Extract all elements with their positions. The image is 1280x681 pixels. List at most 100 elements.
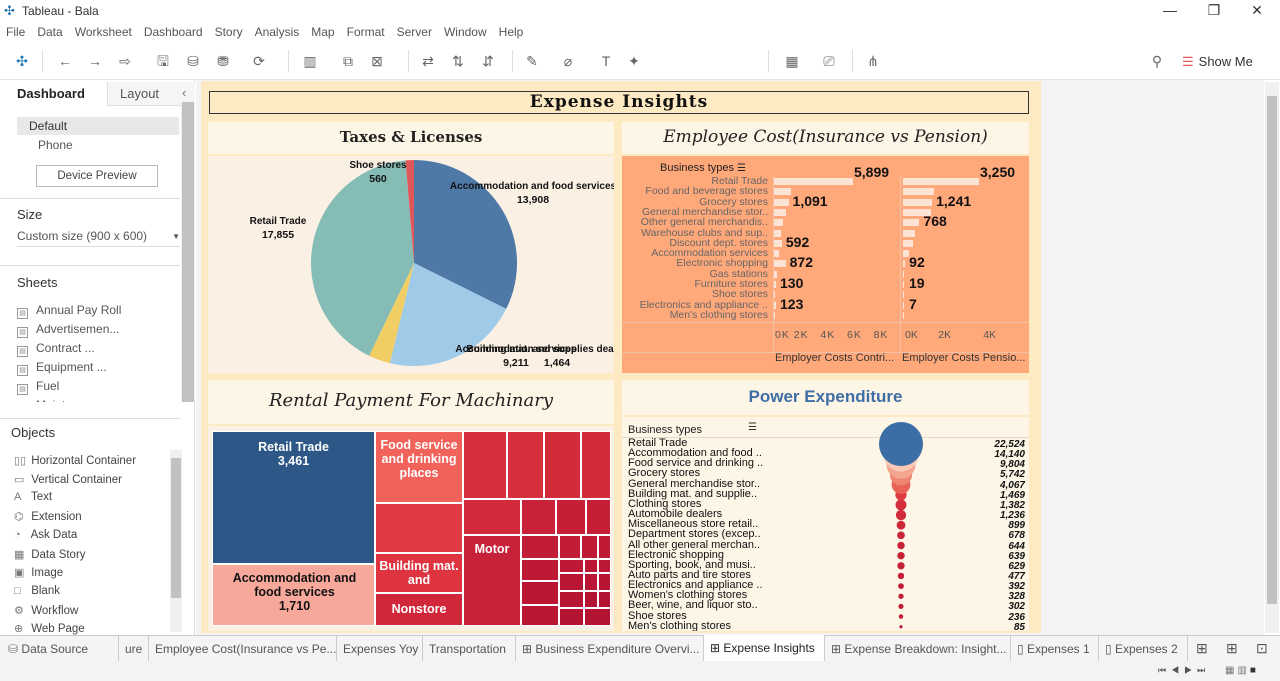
employee-bar[interactable] <box>774 188 792 196</box>
employee-bar[interactable] <box>903 270 905 278</box>
sheet-item[interactable]: ▤Maintenance <box>17 398 105 402</box>
power-dot[interactable] <box>896 520 906 530</box>
treemap-cell[interactable] <box>521 581 559 605</box>
menu-window[interactable]: Window <box>443 25 487 39</box>
tab-dashboard-active[interactable]: ⊞ Expense Insights <box>704 635 825 662</box>
treemap-cell[interactable] <box>375 503 463 553</box>
minimize-button[interactable]: — <box>1163 2 1177 18</box>
sheet-item[interactable]: ▤ Equipment ... <box>17 360 107 376</box>
treemap-cell[interactable] <box>559 591 584 608</box>
power-dot[interactable] <box>898 593 904 599</box>
cards-icon[interactable]: ▦ <box>785 53 799 69</box>
power-dot[interactable] <box>897 531 905 540</box>
menu-file[interactable]: File <box>6 25 26 39</box>
treemap-cell[interactable] <box>584 559 598 573</box>
object-vertical-container[interactable]: ▭ Vertical Container <box>14 474 122 486</box>
sheet-item[interactable]: ▤ Advertisemen... <box>17 322 119 338</box>
employee-bar[interactable] <box>903 260 906 268</box>
treemap-cell[interactable] <box>521 559 559 581</box>
taxes-pie-chart[interactable]: Accommodation and food services 13,908 Acc… <box>208 156 632 373</box>
object-blank[interactable]: □ Blank <box>14 585 60 597</box>
employee-bar[interactable] <box>774 219 784 227</box>
object-text[interactable]: A Text <box>14 491 53 503</box>
menu-worksheet[interactable]: Worksheet <box>74 25 132 39</box>
close-button[interactable]: ✕ <box>1251 2 1263 18</box>
sort-icon[interactable]: ☰ <box>748 422 757 433</box>
employee-chart[interactable]: Business types ☰ Retail Trade Food and be… <box>622 156 1029 373</box>
employee-bar[interactable] <box>774 311 775 319</box>
menu-dashboard[interactable]: Dashboard <box>143 25 203 39</box>
device-phone[interactable]: Phone <box>38 138 73 152</box>
employee-bar[interactable] <box>903 178 980 185</box>
rental-treemap[interactable]: Retail Trade 3,461 Accommodation and food… <box>208 426 614 631</box>
employee-bar[interactable] <box>774 229 781 237</box>
tab-story[interactable]: ▯ Expenses 1 <box>1011 636 1099 662</box>
employee-bar[interactable] <box>774 281 776 288</box>
collapse-icon[interactable]: ‹ <box>182 85 187 100</box>
sheet-item[interactable]: ▤ Annual Pay Roll <box>17 303 121 319</box>
object-extension[interactable]: ⌬ Extension <box>14 511 82 523</box>
pin-icon[interactable]: ✦ <box>628 53 640 69</box>
sidebar-scrollbar[interactable] <box>181 102 195 402</box>
treemap-cell-retail-trade[interactable]: Retail Trade 3,461 <box>212 431 375 564</box>
treemap-cell[interactable] <box>584 591 598 608</box>
treemap-cell[interactable] <box>507 431 544 499</box>
clear-icon[interactable]: ⊠ <box>371 53 383 69</box>
sort-ascending-icon[interactable]: ⇅ <box>452 53 464 69</box>
treemap-cell[interactable] <box>598 535 611 559</box>
employee-bar[interactable] <box>903 239 913 247</box>
new-dashboard-icon[interactable]: ⊞ <box>1226 640 1238 656</box>
employee-bar[interactable] <box>774 291 776 299</box>
tableau-home-icon[interactable]: ✣ <box>16 53 28 69</box>
redo-icon[interactable]: → <box>88 53 102 69</box>
employee-bar[interactable] <box>774 250 780 258</box>
menu-story[interactable]: Story <box>214 25 243 39</box>
power-dot[interactable] <box>897 562 905 570</box>
object-image[interactable]: ▣ Image <box>14 567 64 579</box>
tab-sheet[interactable]: ure <box>119 636 149 662</box>
power-dot[interactable] <box>897 572 905 580</box>
power-dot[interactable] <box>897 541 905 550</box>
device-preview-button[interactable]: Device Preview <box>36 165 158 187</box>
treemap-cell[interactable] <box>463 499 521 535</box>
group-icon[interactable]: ⌀ <box>563 53 573 69</box>
new-worksheet-icon[interactable]: ▥ <box>303 53 317 69</box>
view-toggle[interactable]: ▦▥■ <box>1225 665 1259 676</box>
employee-bar[interactable] <box>774 198 789 206</box>
tab-sheet[interactable]: Employee Cost(Insurance vs Pe... <box>149 636 337 662</box>
size-dropdown[interactable]: Custom size (900 x 600) ▼ <box>17 229 180 247</box>
treemap-cell[interactable] <box>584 608 611 626</box>
tab-dashboard[interactable]: ⊞ Business Expenditure Overvi... <box>516 636 704 662</box>
treemap-cell[interactable] <box>521 605 559 626</box>
refresh-icon[interactable]: ⟳ <box>253 53 265 69</box>
sheet-item[interactable]: ▤ Fuel <box>17 379 59 395</box>
employee-bar[interactable] <box>774 270 777 278</box>
treemap-cell[interactable] <box>521 535 559 559</box>
object-data-story[interactable]: ▦ Data Story <box>14 549 86 561</box>
treemap-cell-building[interactable]: Building mat. and <box>375 553 463 593</box>
object-horizontal-container[interactable]: ▯▯ Horizontal Container <box>14 455 137 467</box>
employee-bar[interactable] <box>903 229 915 237</box>
menu-server[interactable]: Server <box>396 25 432 39</box>
treemap-cell-motor[interactable]: Motor <box>463 535 521 626</box>
tab-dashboard[interactable]: ⊞ Expense Breakdown: Insight... <box>825 636 1011 662</box>
device-default[interactable]: Default <box>17 117 179 135</box>
menu-format[interactable]: Format <box>346 25 385 39</box>
power-dot[interactable] <box>879 422 923 466</box>
treemap-cell[interactable] <box>586 499 611 535</box>
power-dot[interactable] <box>898 614 904 619</box>
treemap-cell[interactable] <box>463 431 507 499</box>
treemap-cell[interactable] <box>559 573 584 591</box>
treemap-cell[interactable] <box>598 591 611 608</box>
employee-bar[interactable] <box>903 250 909 258</box>
presentation-icon[interactable]: ⎚ <box>823 53 835 69</box>
employee-bar[interactable] <box>903 219 920 227</box>
treemap-cell[interactable] <box>559 608 584 626</box>
format-painter-icon[interactable]: ⚲ <box>1151 53 1163 69</box>
save-icon[interactable]: 🖫 <box>157 53 169 69</box>
show-me-button[interactable]: ☰ Show Me <box>1182 52 1253 72</box>
treemap-cell[interactable] <box>559 559 584 573</box>
undo-icon[interactable]: ← <box>58 53 72 69</box>
object-workflow[interactable]: ⚙ Workflow <box>14 605 79 617</box>
highlight-icon[interactable]: ✎ <box>526 53 538 69</box>
